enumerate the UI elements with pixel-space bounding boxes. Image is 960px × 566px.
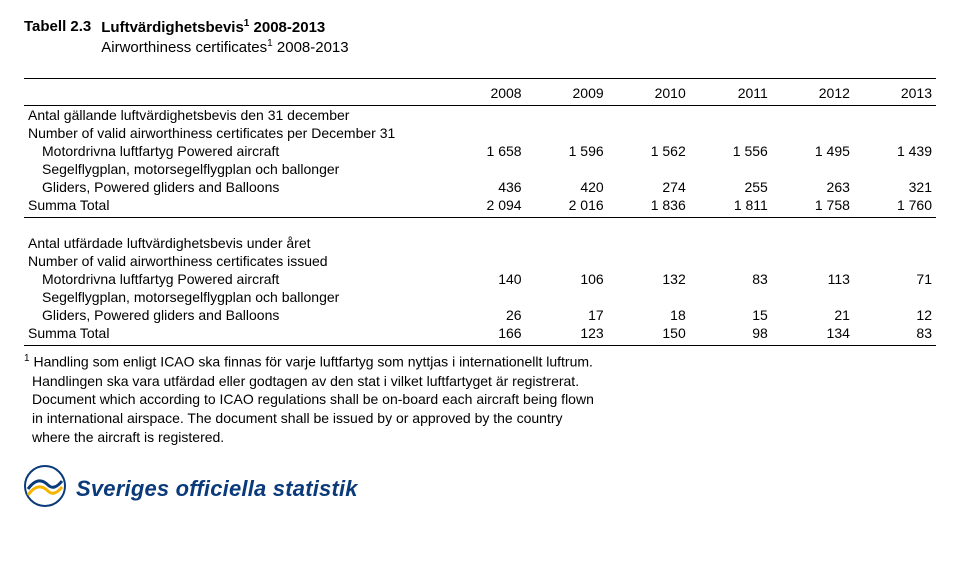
statistics-logo-icon — [24, 465, 66, 512]
table-sum-row: Summa Total 2 0942 0161 8361 8111 7581 7… — [24, 196, 936, 218]
data-table: 2008 2009 2010 2011 2012 2013 Antal gäll… — [24, 78, 936, 346]
table-row: Motordrivna luftfartyg Powered aircraft … — [24, 270, 936, 288]
table-row: Segelflygplan, motorsegelflygplan och ba… — [24, 160, 936, 178]
year-col: 2012 — [772, 79, 854, 106]
table-spacer — [24, 218, 936, 235]
year-col: 2011 — [690, 79, 772, 106]
table-row: Gliders, Powered gliders and Balloons 43… — [24, 178, 936, 196]
table-row: Antal utfärdade luftvärdighetsbevis unde… — [24, 234, 936, 252]
table-sum-row: Summa Total 1661231509813483 — [24, 324, 936, 346]
year-col: 2013 — [854, 79, 936, 106]
year-col: 2008 — [444, 79, 526, 106]
table-row: Number of valid airworthiness certificat… — [24, 124, 936, 142]
table-number: Tabell 2.3 — [24, 18, 91, 35]
logo-text: Sveriges officiella statistik — [76, 476, 358, 502]
year-col: 2009 — [526, 79, 608, 106]
title-swedish: Luftvärdighetsbevis1 2008-2013 — [101, 18, 348, 36]
table-heading: Tabell 2.3 Luftvärdighetsbevis1 2008-201… — [24, 18, 936, 56]
footnote: 1 Handling som enligt ICAO ska finnas fö… — [24, 352, 936, 447]
table-header-row: 2008 2009 2010 2011 2012 2013 — [24, 79, 936, 106]
table-row: Segelflygplan, motorsegelflygplan och ba… — [24, 288, 936, 306]
table-row: Motordrivna luftfartyg Powered aircraft … — [24, 142, 936, 160]
table-row: Gliders, Powered gliders and Balloons 26… — [24, 306, 936, 324]
logo: Sveriges officiella statistik — [24, 465, 936, 512]
year-col: 2010 — [608, 79, 690, 106]
title-english: Airworthiness certificates1 2008-2013 — [101, 38, 348, 56]
table-row: Antal gällande luftvärdighetsbevis den 3… — [24, 106, 936, 125]
table-row: Number of valid airworthiness certificat… — [24, 252, 936, 270]
